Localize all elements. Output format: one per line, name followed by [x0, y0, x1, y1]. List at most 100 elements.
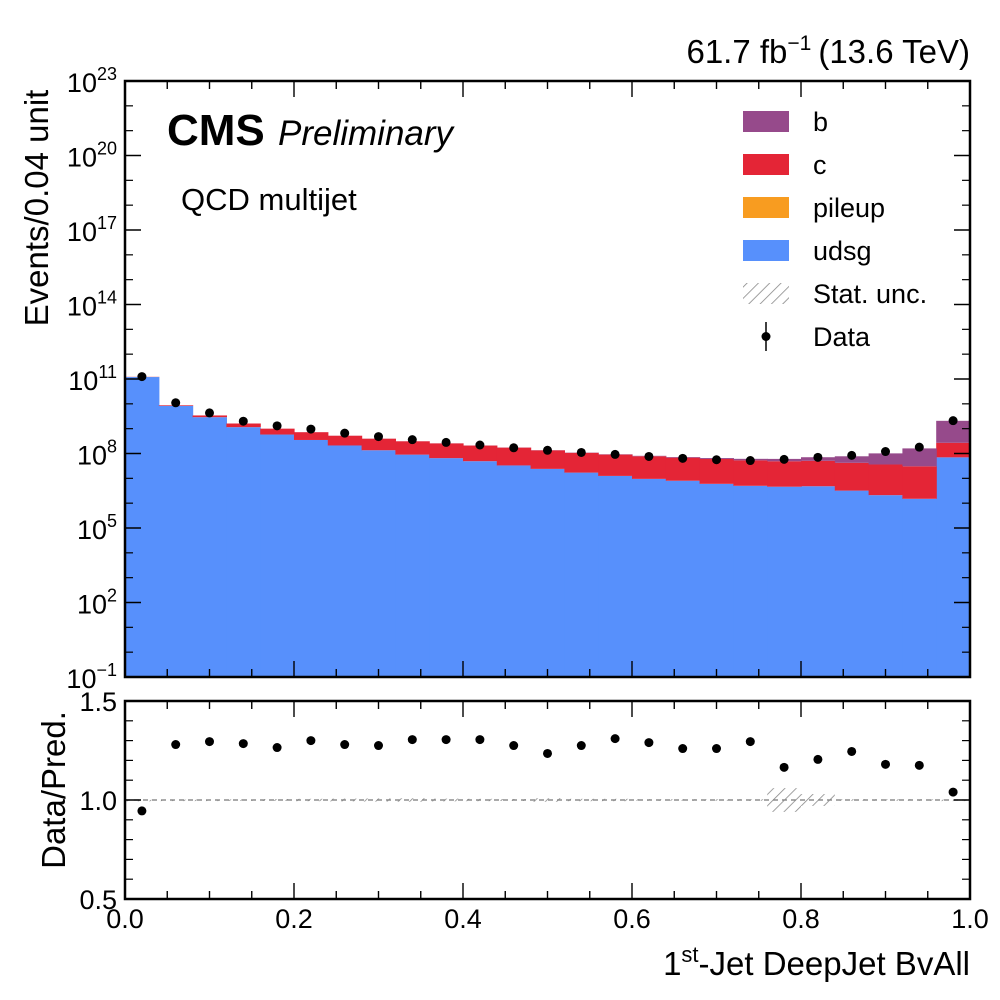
process-label: QCD multijet: [181, 182, 357, 217]
bar-udsg-17: [699, 483, 734, 677]
ratio-unc-box-17: [699, 799, 734, 801]
ratio-point-20: [813, 754, 823, 764]
ratio-point-19: [779, 762, 789, 772]
ratio-point-8: [407, 735, 417, 745]
ratio-unc-box-23: [902, 799, 937, 801]
ratio-point-3: [238, 739, 248, 749]
ratio-unc-box-8: [395, 798, 430, 802]
ratio-unc-box-16: [665, 799, 700, 801]
ratio-point-6: [340, 740, 350, 750]
ratio-point-4: [272, 743, 282, 753]
bar-c-5: [294, 432, 329, 440]
y-tick-label-4: 1011: [68, 362, 117, 396]
data-point-14: [610, 449, 620, 459]
y-axis-label-main: Events/0.04 unit: [18, 90, 55, 327]
bar-udsg-13: [564, 472, 599, 677]
x-tick-label-1: 0.2: [275, 904, 313, 934]
data-point-10: [475, 440, 485, 450]
ratio-unc-box-0: [125, 799, 159, 802]
ratio-unc-box-2: [192, 799, 227, 802]
ratio-point-7: [374, 741, 383, 751]
y-tick-label-7: 1020: [67, 139, 117, 173]
data-point-6: [340, 428, 350, 438]
series-c: [125, 376, 970, 499]
y-tick-label-3: 108: [77, 437, 117, 471]
ratio-plot-panel: 0.5 1.0 1.5 0.0 0.2 0.4 0.6 0.8 1.0: [79, 687, 988, 934]
bar-udsg-8: [395, 454, 430, 677]
bar-udsg-24: [936, 457, 970, 677]
ratio-points: [137, 734, 958, 816]
ratio-unc-box-10: [463, 798, 497, 802]
x-tick-label-4: 0.8: [782, 904, 820, 934]
main-plot-panel: 10−1 102 105 108 1011 1014 1017 1020 1023 CMS Pr…: [66, 64, 972, 694]
bar-b-23: [902, 448, 937, 467]
data-point-24: [948, 416, 958, 426]
ratio-unc-box-19: [767, 788, 801, 812]
x-tick-label-3: 0.6: [613, 904, 651, 934]
bar-udsg-9: [429, 458, 464, 677]
legend-hatch-swatch: [743, 283, 789, 304]
ratio-point-15: [644, 738, 654, 748]
y-tick-label-1: 102: [77, 586, 117, 620]
main-y-axis: 10−1 102 105 108 1011 1014 1017 1020 1023: [66, 64, 970, 694]
ratio-x-axis: 0.0 0.2 0.4 0.6 0.8 1.0: [106, 701, 989, 934]
ratio-y-tick-label-1: 1.0: [79, 786, 117, 816]
bar-udsg-18: [733, 485, 768, 677]
x-tick-label-0: 0.0: [106, 904, 144, 934]
bar-c-10: [463, 445, 498, 462]
ratio-point-5: [306, 736, 316, 746]
bar-udsg-19: [767, 486, 802, 677]
ratio-unc-box-9: [429, 798, 463, 802]
bar-c-7: [361, 438, 396, 451]
bar-udsg-15: [632, 478, 667, 677]
x-axis-label: 1st-Jet DeepJet BvAll: [663, 942, 970, 982]
ratio-point-9: [441, 735, 451, 745]
bar-c-19: [767, 461, 802, 487]
ratio-point-22: [881, 759, 890, 769]
ratio-point-17: [712, 744, 721, 754]
x-tick-label-5: 1.0: [951, 904, 989, 934]
bar-c-23: [902, 466, 937, 499]
bar-b-22: [868, 453, 903, 465]
data-point-4: [272, 421, 282, 431]
data-point-17: [712, 455, 721, 465]
bar-udsg-20: [801, 486, 836, 677]
ratio-unc-box-21: [834, 799, 869, 801]
data-point-12: [543, 445, 552, 455]
ratio-unc-box-3: [226, 799, 261, 801]
bar-c-15: [632, 456, 667, 479]
ratio-point-18: [745, 737, 755, 747]
series-udsg: [125, 377, 970, 677]
bar-udsg-0: [125, 377, 160, 677]
bar-udsg-11: [496, 465, 532, 677]
ratio-unc-box-18: [733, 799, 768, 801]
legend-swatch: [743, 240, 789, 261]
bar-udsg-7: [361, 450, 396, 677]
y-tick-label-2: 105: [77, 511, 117, 545]
bar-udsg-14: [598, 475, 633, 677]
legend-label: c: [813, 150, 827, 180]
ratio-unc-box-4: [260, 799, 294, 801]
ratio-unc-box-11: [496, 799, 531, 801]
stacked-histogram: [125, 376, 970, 677]
data-point-5: [306, 424, 316, 434]
data-point-7: [374, 432, 383, 442]
ratio-point-10: [475, 735, 485, 745]
legend-item-b: b: [743, 107, 828, 137]
legend-item-data: Data: [761, 322, 871, 352]
ratio-unc-box-7: [361, 798, 396, 802]
bar-udsg-6: [327, 445, 363, 677]
ratio-y-axis: 0.5 1.0 1.5: [79, 687, 970, 915]
bar-c-22: [868, 464, 903, 496]
ratio-stat-uncertainty: [125, 788, 970, 812]
legend: bc pileup udsg Stat. unc. Data: [743, 107, 927, 352]
main-plot-frame: [123, 79, 972, 679]
bar-c-14: [598, 454, 633, 476]
legend-swatch: [743, 197, 789, 218]
ratio-point-14: [610, 734, 620, 744]
bar-udsg-16: [665, 480, 701, 677]
ratio-unc-box-12: [530, 798, 565, 802]
ratio-unc-box-5: [294, 798, 328, 802]
bar-c-8: [395, 441, 430, 455]
